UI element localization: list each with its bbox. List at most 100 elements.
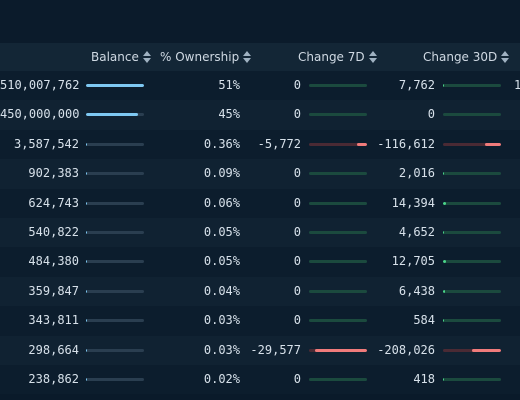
- balance-column-header[interactable]: Balance: [91, 43, 151, 71]
- sort-icon: [142, 51, 151, 63]
- change-7d-bar: [309, 142, 367, 146]
- balance-bar-fill: [86, 260, 88, 264]
- change-7d-value: 0: [293, 254, 301, 269]
- balance-bar-fill: [86, 348, 88, 352]
- balance-value: 298,664: [28, 342, 79, 357]
- extra-column-value: [514, 189, 520, 218]
- extra-column-value: 1: [514, 78, 520, 92]
- change-7d-bar: [309, 377, 367, 381]
- balance-bar: [86, 201, 144, 205]
- balance-bar: [86, 319, 144, 323]
- table-header: Balance % Ownership Change 7D Change 30D: [0, 43, 520, 71]
- extra-column-value: [514, 365, 520, 394]
- table-row[interactable]: 484,380 0.05% 0 12,705: [0, 247, 520, 277]
- balance-bar: [86, 289, 144, 293]
- change-30d-value: 418: [413, 371, 435, 386]
- change-30d-bar: [443, 230, 501, 234]
- change-7d-column-header[interactable]: Change 7D: [298, 43, 377, 71]
- balance-value: 359,847: [28, 283, 79, 298]
- change-30d-bar-fill: [472, 348, 501, 352]
- change-30d-header-label: Change 30D: [423, 50, 498, 64]
- change-30d-bar-fill: [443, 260, 446, 264]
- change-30d-value: 6,438: [398, 283, 435, 298]
- top-bar: [0, 0, 520, 43]
- balance-value: 902,383: [28, 166, 79, 181]
- change-30d-value: 4,652: [398, 224, 435, 239]
- balance-bar: [86, 113, 144, 117]
- table-row[interactable]: 450,000,000 45% 0 0: [0, 100, 520, 130]
- change-30d-bar: [443, 113, 501, 117]
- ownership-value: 0.09%: [203, 166, 240, 181]
- extra-column-value: [514, 247, 520, 276]
- ownership-value: 45%: [218, 107, 240, 122]
- change-7d-bar: [309, 113, 367, 117]
- change-7d-value: 0: [293, 107, 301, 122]
- change-7d-bar: [309, 260, 367, 264]
- change-30d-bar: [443, 348, 501, 352]
- extra-column-value: [514, 336, 520, 365]
- balance-bar: [86, 260, 144, 264]
- table-row[interactable]: 540,822 0.05% 0 4,652: [0, 217, 520, 248]
- change-7d-bar-fill: [356, 142, 367, 146]
- change-30d-value: 12,705: [391, 254, 435, 269]
- table-row[interactable]: 510,007,762 51% 0 7,762 1: [0, 71, 520, 101]
- balance-value: 238,862: [28, 371, 79, 386]
- change-30d-column-header[interactable]: Change 30D: [423, 43, 510, 71]
- change-30d-bar: [443, 319, 501, 323]
- change-7d-bar: [309, 201, 367, 205]
- ownership-value: 0.04%: [203, 283, 240, 298]
- sort-icon: [368, 51, 377, 63]
- balance-bar-fill: [86, 84, 144, 87]
- balance-value: 624,743: [28, 195, 79, 210]
- change-30d-bar: [443, 201, 501, 205]
- table-row[interactable]: 343,811 0.03% 0 584: [0, 306, 520, 336]
- change-30d-bar-fill: [484, 142, 501, 146]
- change-30d-bar-fill: [443, 230, 445, 234]
- change-30d-bar: [443, 260, 501, 264]
- ownership-value: 0.36%: [203, 136, 240, 151]
- change-30d-value: -116,612: [377, 136, 435, 151]
- change-30d-bar-fill: [443, 377, 444, 381]
- table-row[interactable]: 359,847 0.04% 0 6,438: [0, 276, 520, 307]
- extra-column-value: [514, 218, 520, 247]
- table-row[interactable]: 624,743 0.06% 0 14,394: [0, 188, 520, 218]
- balance-bar-fill: [86, 377, 88, 381]
- ownership-column-header[interactable]: % Ownership: [160, 43, 252, 71]
- sort-icon: [501, 51, 510, 63]
- change-30d-value: 7,762: [398, 78, 435, 92]
- change-30d-bar: [443, 172, 501, 176]
- change-7d-bar-fill: [314, 348, 367, 352]
- balance-value: 343,811: [28, 313, 79, 328]
- change-7d-bar: [309, 84, 367, 87]
- change-30d-value: 0: [427, 107, 435, 122]
- change-30d-bar: [443, 289, 501, 293]
- table-row[interactable]: 902,383 0.09% 0 2,016: [0, 159, 520, 189]
- change-7d-value: 0: [293, 313, 301, 328]
- change-7d-bar: [309, 172, 367, 176]
- balance-value: 510,007,762: [0, 78, 80, 92]
- balance-bar: [86, 84, 144, 87]
- extra-column-value: [514, 130, 520, 159]
- ownership-value: 0.05%: [203, 224, 240, 239]
- change-30d-bar-fill: [443, 201, 447, 205]
- change-30d-value: 14,394: [391, 195, 435, 210]
- change-7d-value: 0: [293, 195, 301, 210]
- table-row[interactable]: 298,664 0.03% -29,577 -208,026: [0, 335, 520, 365]
- balance-bar-fill: [86, 289, 88, 293]
- change-30d-value: 584: [413, 313, 435, 328]
- balance-bar-fill: [86, 230, 88, 234]
- balance-bar-fill: [86, 172, 88, 176]
- change-7d-value: 0: [293, 224, 301, 239]
- balance-value: 540,822: [28, 224, 79, 239]
- balance-header-label: Balance: [91, 50, 139, 64]
- ownership-value: 0.06%: [203, 195, 240, 210]
- table-row[interactable]: 3,587,542 0.36% -5,772 -116,612: [0, 129, 520, 160]
- ownership-value: 0.03%: [203, 313, 240, 328]
- ownership-header-label: % Ownership: [160, 50, 240, 64]
- extra-column-value: [514, 159, 520, 188]
- change-7d-value: 0: [293, 283, 301, 298]
- change-30d-bar-fill: [443, 172, 445, 176]
- change-7d-bar: [309, 230, 367, 234]
- change-30d-bar-fill: [443, 289, 445, 293]
- table-row[interactable]: 238,862 0.02% 0 418: [0, 364, 520, 395]
